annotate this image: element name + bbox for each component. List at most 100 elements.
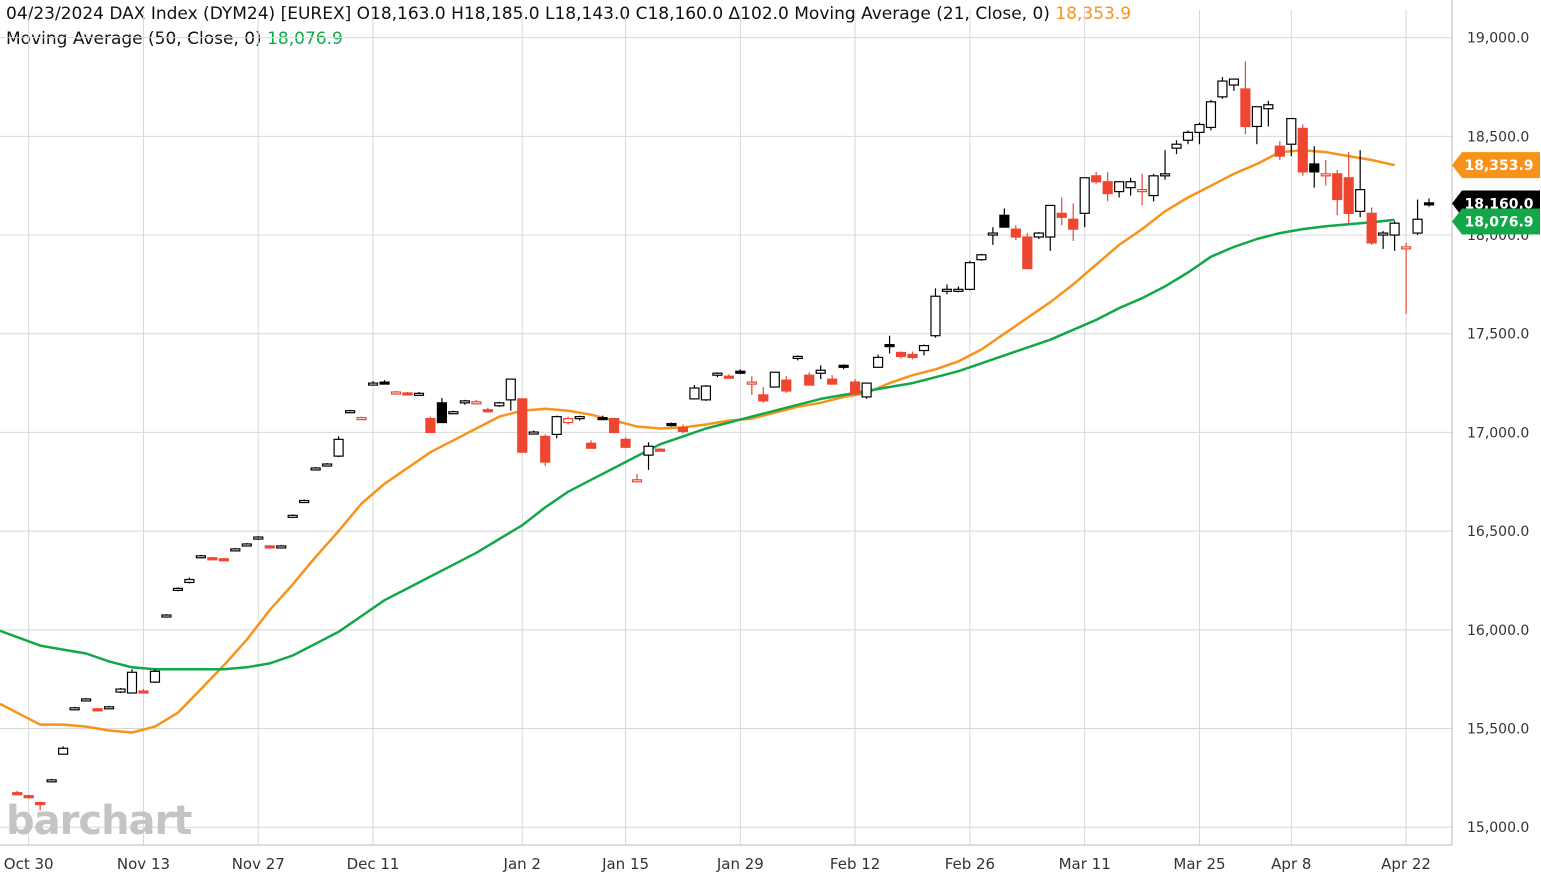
candle-body <box>207 557 218 561</box>
candle <box>643 442 654 470</box>
y-tick-label: 15,000.0 <box>1467 820 1529 836</box>
candle <box>126 669 138 694</box>
candle-body <box>964 262 976 290</box>
candle <box>1332 169 1343 216</box>
candle <box>758 387 769 403</box>
grid-layer <box>0 10 1452 845</box>
candle <box>459 399 470 405</box>
candle <box>1194 122 1205 145</box>
candle <box>872 354 884 368</box>
candle <box>574 415 585 421</box>
candle <box>838 364 849 370</box>
candle <box>287 514 298 518</box>
candle-body <box>1010 228 1021 238</box>
candle-body <box>827 378 838 385</box>
candle <box>1010 225 1021 240</box>
candle <box>149 669 161 684</box>
candle-body <box>999 214 1010 228</box>
candle-body <box>1068 218 1079 230</box>
candle <box>505 378 516 411</box>
x-tick-label: Jan 15 <box>601 855 649 873</box>
barchart-watermark: barchart <box>6 798 192 844</box>
candle <box>1068 203 1079 241</box>
candle <box>103 705 115 710</box>
candle <box>344 409 356 414</box>
candle-body <box>58 747 69 755</box>
candle-body <box>287 514 298 518</box>
candle-body <box>46 779 57 783</box>
candle <box>494 401 505 407</box>
candle <box>918 344 930 356</box>
candle-body <box>1378 232 1389 236</box>
x-tick-label: Oct 30 <box>4 855 54 873</box>
candle <box>356 416 367 421</box>
candle-body <box>494 402 505 407</box>
y-tick-label: 16,000.0 <box>1467 623 1529 639</box>
candle <box>390 390 402 395</box>
candle-body <box>115 688 126 693</box>
candle <box>299 499 310 504</box>
candle-body <box>631 479 643 483</box>
candle-body <box>218 558 229 562</box>
candle-body <box>1309 163 1320 173</box>
candle <box>712 372 723 378</box>
candle-body <box>735 370 746 374</box>
candle-body <box>1423 202 1435 206</box>
candle-body <box>517 398 528 453</box>
candle <box>276 544 287 549</box>
candle <box>1079 177 1090 228</box>
candle-body <box>356 417 367 421</box>
candle <box>735 369 746 375</box>
y-tick-label: 17,500.0 <box>1467 327 1529 343</box>
candle-body <box>540 435 551 463</box>
candle-body <box>769 371 780 388</box>
candle <box>1274 141 1285 161</box>
candle-body <box>92 708 103 712</box>
candle <box>1045 204 1056 251</box>
candle <box>184 577 195 584</box>
candle-body <box>12 792 23 796</box>
candle-body <box>953 288 964 292</box>
candle-body <box>643 445 654 456</box>
candle <box>987 227 998 245</box>
chart-header-line-2: Moving Average (50, Close, 0) 18,076.9 <box>6 29 343 49</box>
header-ma50-label: Moving Average (50, Close, 0) <box>6 29 262 49</box>
candle <box>241 542 252 547</box>
candle <box>654 448 666 452</box>
candle <box>1240 61 1251 135</box>
candle-body <box>23 795 34 799</box>
candle-body <box>895 351 907 358</box>
candle-body <box>608 418 620 434</box>
candle-body <box>241 543 252 547</box>
candle <box>218 557 229 562</box>
candle <box>1102 171 1113 202</box>
candle <box>1091 171 1102 184</box>
candle <box>425 416 436 434</box>
y-tick-label: 16,500.0 <box>1467 524 1529 540</box>
candle-body <box>126 671 138 694</box>
candle-body <box>1148 175 1159 197</box>
candle <box>1033 232 1044 239</box>
candle <box>172 587 184 592</box>
candle <box>689 385 700 400</box>
candle <box>402 391 413 396</box>
candle <box>517 398 528 453</box>
candle-body <box>804 374 815 386</box>
ma50-line <box>0 218 1395 671</box>
candle-body <box>1366 212 1377 244</box>
candle-body <box>1091 175 1102 183</box>
candle <box>1205 99 1217 131</box>
header-quote-text: 04/23/2024 DAX Index (DYM24) [EUREX] O18… <box>6 4 1050 24</box>
candle-body <box>563 418 574 424</box>
candle-body <box>149 670 161 683</box>
candle <box>138 689 149 694</box>
candle <box>161 614 172 618</box>
candle <box>230 547 241 552</box>
candle <box>1378 231 1389 249</box>
candle-body <box>195 555 206 559</box>
candle <box>471 399 482 405</box>
candle-body <box>976 254 987 261</box>
candle-body <box>551 416 562 436</box>
candle-body <box>402 392 413 396</box>
